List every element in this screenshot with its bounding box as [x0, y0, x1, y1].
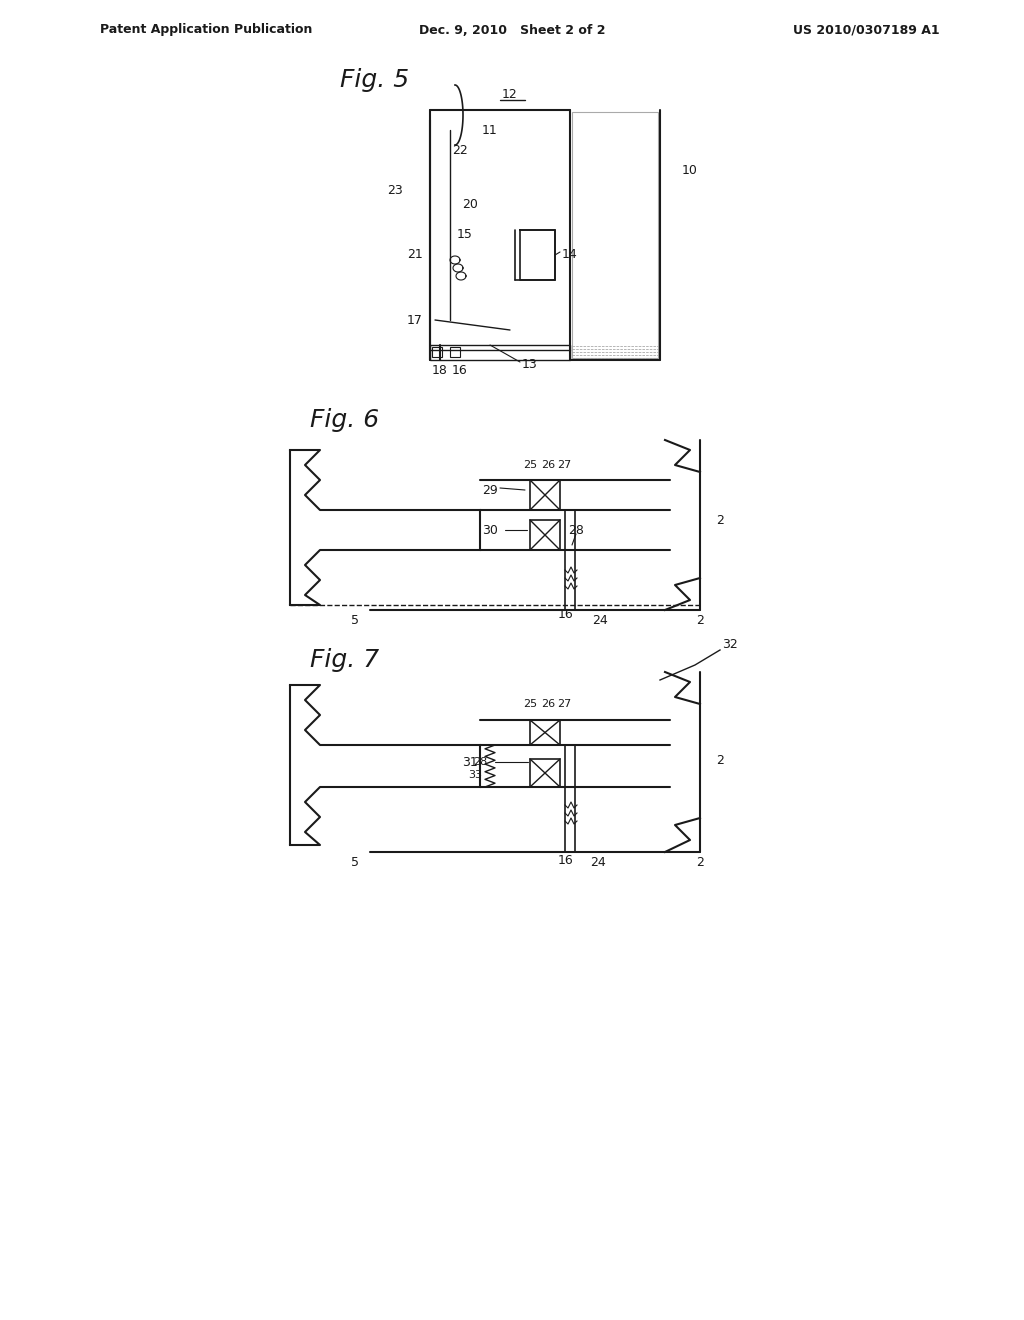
Text: 15: 15 [457, 228, 473, 242]
Text: 27: 27 [557, 459, 571, 470]
Text: 31: 31 [462, 755, 478, 768]
Text: 24: 24 [590, 855, 606, 869]
Text: 2: 2 [716, 754, 724, 767]
Text: 27: 27 [557, 700, 571, 709]
Text: 20: 20 [462, 198, 478, 211]
Text: US 2010/0307189 A1: US 2010/0307189 A1 [794, 24, 940, 37]
Text: 16: 16 [453, 363, 468, 376]
Text: 13: 13 [522, 359, 538, 371]
Text: 32: 32 [722, 639, 738, 652]
Bar [450, 347, 460, 356]
Text: 2: 2 [716, 513, 724, 527]
Bar [530, 480, 560, 510]
Text: 2: 2 [696, 614, 703, 627]
Text: 5: 5 [351, 614, 359, 627]
Text: Patent Application Publication: Patent Application Publication [100, 24, 312, 37]
Text: 25: 25 [523, 459, 537, 470]
Text: 21: 21 [408, 248, 423, 261]
Text: 24: 24 [592, 614, 608, 627]
Bar [430, 345, 570, 360]
Bar [530, 759, 560, 787]
Text: 26: 26 [541, 459, 555, 470]
Text: 33: 33 [468, 770, 482, 780]
Text: 17: 17 [408, 314, 423, 326]
Text: 12: 12 [502, 88, 518, 102]
Text: Fig. 6: Fig. 6 [310, 408, 379, 432]
Text: 26: 26 [541, 700, 555, 709]
Text: 16: 16 [558, 609, 573, 622]
Text: 25: 25 [523, 700, 537, 709]
Bar [530, 719, 560, 744]
Bar [432, 347, 442, 356]
Text: 5: 5 [351, 855, 359, 869]
Text: 10: 10 [682, 164, 698, 177]
Text: 18: 18 [432, 363, 447, 376]
Text: 29: 29 [482, 483, 498, 496]
Text: Fig. 7: Fig. 7 [310, 648, 379, 672]
Text: 11: 11 [482, 124, 498, 136]
Text: Dec. 9, 2010   Sheet 2 of 2: Dec. 9, 2010 Sheet 2 of 2 [419, 24, 605, 37]
Text: 2: 2 [696, 855, 703, 869]
Text: 16: 16 [558, 854, 573, 866]
Text: 22: 22 [453, 144, 468, 157]
Bar [572, 112, 658, 358]
Text: 28: 28 [473, 756, 487, 767]
Text: 30: 30 [482, 524, 498, 536]
Text: Fig. 5: Fig. 5 [340, 69, 410, 92]
Bar [530, 520, 560, 550]
Text: 23: 23 [387, 183, 402, 197]
Text: 14: 14 [562, 248, 578, 261]
Text: 28: 28 [568, 524, 584, 536]
